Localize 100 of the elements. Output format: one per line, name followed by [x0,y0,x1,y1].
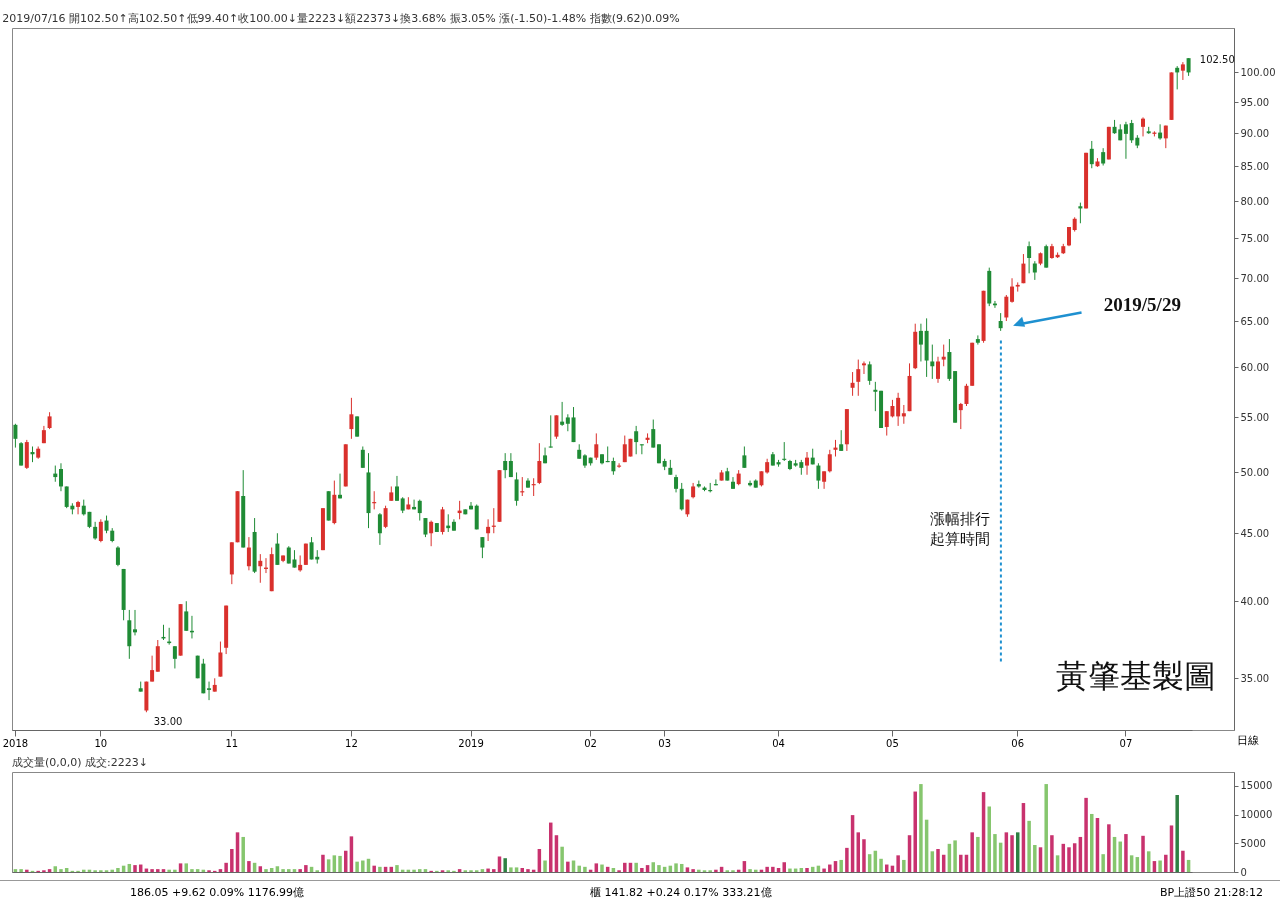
bar [184,863,189,872]
bar [361,860,365,872]
candlestick [429,520,434,547]
bar [395,865,399,872]
bar [1158,860,1162,872]
candlestick [423,517,428,538]
candlestick [133,609,138,636]
bar [59,869,63,872]
bar [281,869,285,872]
bar [304,865,308,872]
bar [697,869,701,872]
candlestick [58,462,63,492]
bar [936,849,940,872]
y-tick-label: 0 [1240,866,1247,878]
candlestick [1066,226,1071,247]
bar [264,869,268,872]
candlestick [1004,294,1009,322]
y-tick-label: 10000 [1240,809,1273,821]
bar [879,858,883,872]
candlestick [554,414,559,440]
y-tick-label: 80.00 [1240,195,1270,207]
bar [913,791,917,872]
y-tick-label: 15000 [1240,780,1273,792]
candlestick [1010,277,1015,304]
x-tick-label: 12 [345,737,358,749]
x-tick-label: 2019 [458,737,484,749]
bar [543,860,547,872]
candlestick [360,445,365,469]
candlestick [417,499,422,522]
candlestick [930,344,935,380]
bar [195,869,200,872]
text: 186.05 +9.62 0.09% 1176.99億 [130,885,305,900]
bar [634,862,638,872]
bar [418,869,422,872]
bar [714,869,718,872]
x-tick-label: 02 [584,737,597,749]
candlestick [537,442,542,485]
y-tick-label: 95.00 [1240,96,1270,108]
candlestick [816,462,821,490]
bar [1033,844,1037,872]
bar [116,867,120,872]
bar [1090,813,1094,872]
candlestick [207,681,212,701]
bar [372,865,376,872]
bar [674,863,678,872]
bar [258,866,263,872]
bar [1107,824,1111,872]
x-tick-label: 07 [1119,737,1133,749]
candlestick [172,645,177,669]
bar [577,865,581,872]
candlestick [560,401,565,427]
bar [839,859,843,872]
candlestick [839,429,844,452]
bar [224,862,228,872]
bar [25,869,29,872]
bar [133,865,137,872]
candlestick [98,518,103,543]
y-tick-label: 5000 [1240,837,1266,849]
annotation: 漲幅排行起算時間 [929,510,990,548]
bar [156,869,160,872]
candlestick [867,360,872,386]
candlestick [1141,116,1146,137]
bar [19,869,23,872]
bar [560,846,564,872]
x-axis-title: 日線 [1236,733,1259,747]
candlestick [246,536,251,571]
chart-title: 成交量(0,0,0) 成交:2223↓ [12,756,148,769]
bar [953,840,957,872]
candlestick [639,443,644,455]
bar [1124,834,1128,872]
candlestick [514,471,519,507]
y-tick-label: 45.00 [1240,527,1270,539]
bar [492,869,496,872]
x-tick-label: 10 [94,737,108,749]
bar [805,867,809,872]
candlestick [1180,61,1185,81]
bar [1181,850,1185,872]
candlestick [355,415,360,438]
candlestick [486,518,491,542]
bar [173,869,177,872]
x-tick-label: 04 [772,737,785,749]
bar [247,861,251,872]
bar [754,869,758,872]
candlestick [1123,121,1128,160]
bar [457,869,462,872]
bar [788,868,792,872]
bar [862,839,866,872]
bar [1010,835,1014,872]
bar [526,869,530,872]
candlestick [941,344,946,367]
bar [503,858,507,872]
bar [412,869,416,872]
candlestick [383,505,388,529]
text: 櫃 141.82 +0.24 0.17% 333.21億 [590,885,772,900]
y-tick-label: 65.00 [1240,315,1270,327]
bar [82,869,86,872]
candlestick [548,414,553,449]
bar [190,869,194,872]
candlestick [975,334,980,346]
candlestick [1021,253,1026,284]
